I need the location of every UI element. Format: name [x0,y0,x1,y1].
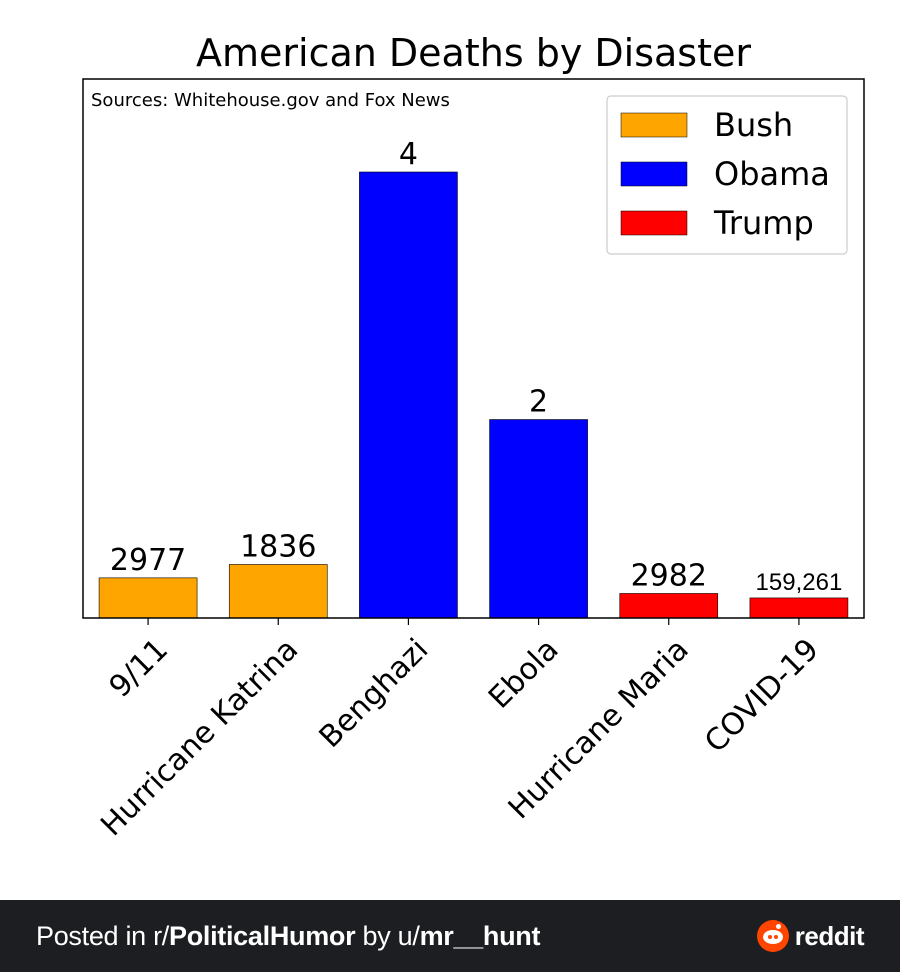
data-label-1: 1836 [240,529,316,564]
data-label-3: 2 [529,385,548,420]
post-attribution: Posted in r/PoliticalHumor by u/mr__hunt [36,900,541,972]
by-text: by u/ [355,921,420,951]
legend-swatch-0 [620,112,688,138]
plot-frame [82,78,865,619]
legend-swatch-1 [620,161,688,187]
legend-label-0: Bush [714,106,793,144]
x-tick-label-2: Benghazi [313,632,436,755]
bar-5 [749,597,849,619]
bar-4 [619,593,719,619]
data-label-5: 159,261 [756,569,843,596]
sources-annotation: Sources: Whitehouse.gov and Fox News [91,90,450,111]
legend-swatch-2 [620,210,688,236]
posted-in-prefix: Posted in r/ [36,921,169,951]
data-label-2: 4 [399,137,418,172]
bar-3 [489,419,588,619]
data-label-0: 2977 [110,543,186,578]
reddit-brand[interactable]: reddit [756,900,865,972]
reddit-wordmark: reddit [794,920,865,951]
x-tick-label-5: COVID-19 [698,632,826,760]
x-tick-label-3: Ebola [482,632,565,715]
data-label-4: 2982 [631,558,707,593]
legend-label-1: Obama [714,155,830,193]
chart-title: American Deaths by Disaster [196,31,751,75]
x-tick-label-0: 9/11 [103,632,175,704]
subreddit-link[interactable]: PoliticalHumor [168,921,356,951]
bar-chart: American Deaths by Disaster29779/111836H… [82,31,865,843]
post-footer: Posted in r/PoliticalHumor by u/mr__hunt… [0,900,900,972]
legend-label-2: Trump [713,204,814,242]
chart-area: American Deaths by Disaster 2977 9/11 1836 H… [82,31,865,844]
reddit-alien-icon [756,920,789,952]
bar-2 [359,171,458,619]
username-link[interactable]: mr__hunt [419,921,541,951]
bar-0 [98,577,198,619]
bar-1 [228,564,328,619]
